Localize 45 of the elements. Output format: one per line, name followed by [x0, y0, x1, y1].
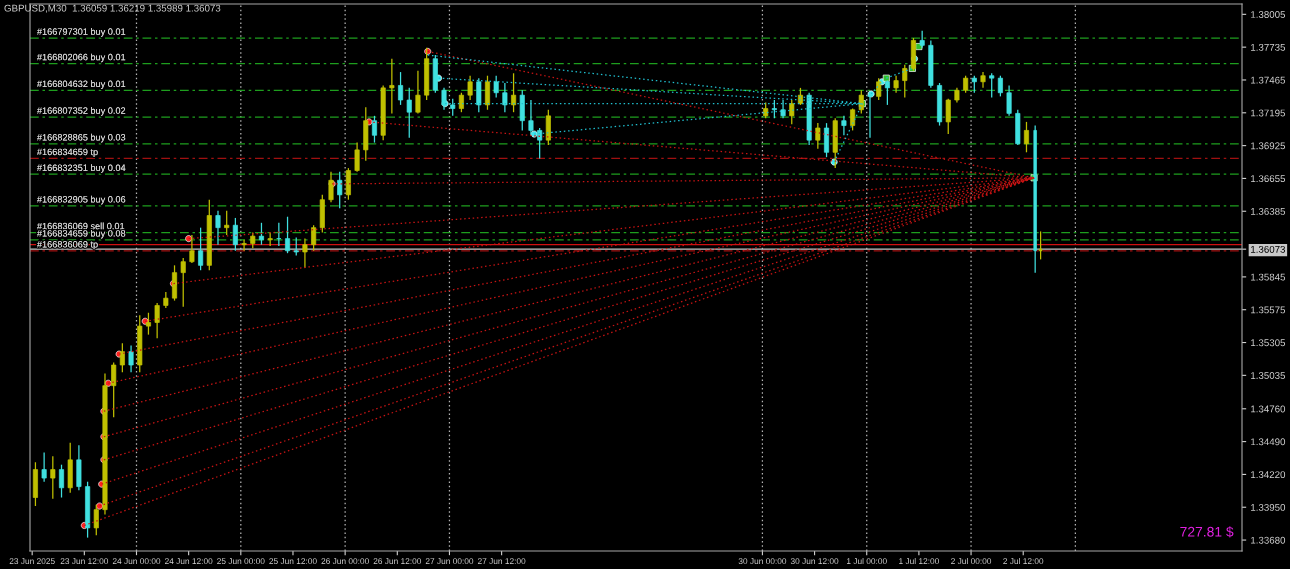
ref-line-label: #166834659 buy 0.08 [36, 229, 126, 239]
y-tick-label: 1.34760 [1251, 405, 1286, 413]
x-tick-label: 2 Jul 12:00 [1003, 557, 1044, 565]
x-tick-label: 24 Jun 12:00 [164, 558, 213, 565]
x-tick-label: 23 Jun 2025 [9, 558, 55, 565]
x-tick-label: 30 Jun 00:00 [738, 558, 787, 565]
x-tick-label: 24 Jun 00:00 [112, 558, 161, 565]
x-tick-label: 26 Jun 00:00 [321, 558, 369, 565]
y-tick-label: 1.36655 [1251, 175, 1286, 183]
y-tick-label: 1.37195 [1251, 109, 1286, 117]
y-tick-label: 1.35035 [1251, 372, 1286, 379]
y-tick-label: 1.36385 [1251, 207, 1286, 215]
y-tick-label: 1.35575 [1251, 306, 1286, 314]
x-tick-label: 23 Jun 12:00 [60, 558, 109, 565]
y-tick-label: 1.33950 [1251, 503, 1286, 511]
x-tick-label: 30 Jun 12:00 [790, 558, 839, 565]
y-tick-label: 1.38005 [1251, 11, 1286, 18]
y-tick-label: 1.37735 [1251, 43, 1286, 51]
x-tick-label: 1 Jul 12:00 [899, 557, 939, 565]
ref-line-label: #166834659 tp [36, 148, 98, 157]
y-tick-label: 1.34490 [1251, 438, 1286, 446]
x-tick-label: 2 Jul 00:00 [951, 557, 992, 565]
x-tick-label: 26 Jun 12:00 [373, 558, 422, 565]
x-tick-label: 1 Jul 00:00 [846, 557, 887, 565]
y-tick-label: 1.36925 [1251, 142, 1286, 150]
y-tick-label: 1.37465 [1251, 76, 1286, 84]
ref-line-label: #166832351 buy 0.04 [36, 164, 126, 173]
x-tick-label: 27 Jun 00:00 [425, 558, 474, 565]
x-tick-label: 25 Jun 12:00 [269, 558, 317, 565]
y-tick-label: 1.36073 [1251, 245, 1286, 253]
ref-line-label: #166828865 buy 0.03 [36, 133, 126, 143]
ref-line-label: #166797301 buy 0.01 [36, 28, 126, 37]
ref-line-label: #166836069 sell 0.01 [36, 222, 125, 230]
ref-line-label: #166807352 buy 0.02 [36, 107, 126, 116]
x-tick-label: 27 Jun 12:00 [477, 558, 526, 565]
chart-title: GBPUSD,M30 1.36059 1.36219 1.35989 1.36073 [4, 4, 221, 13]
y-tick-label: 1.33680 [1251, 536, 1286, 544]
x-tick-label: 25 Jun 00:00 [217, 558, 265, 565]
annotation: 727.81 $ [1180, 526, 1234, 538]
ref-line-label: #166832905 buy 0.06 [36, 195, 126, 205]
ref-line-label: #166802066 buy 0.01 [36, 53, 126, 63]
y-tick-label: 1.34220 [1251, 471, 1286, 479]
y-tick-label: 1.35305 [1251, 339, 1286, 347]
y-tick-label: 1.35845 [1251, 273, 1286, 281]
ref-line-label: #166804632 buy 0.01 [36, 80, 126, 89]
